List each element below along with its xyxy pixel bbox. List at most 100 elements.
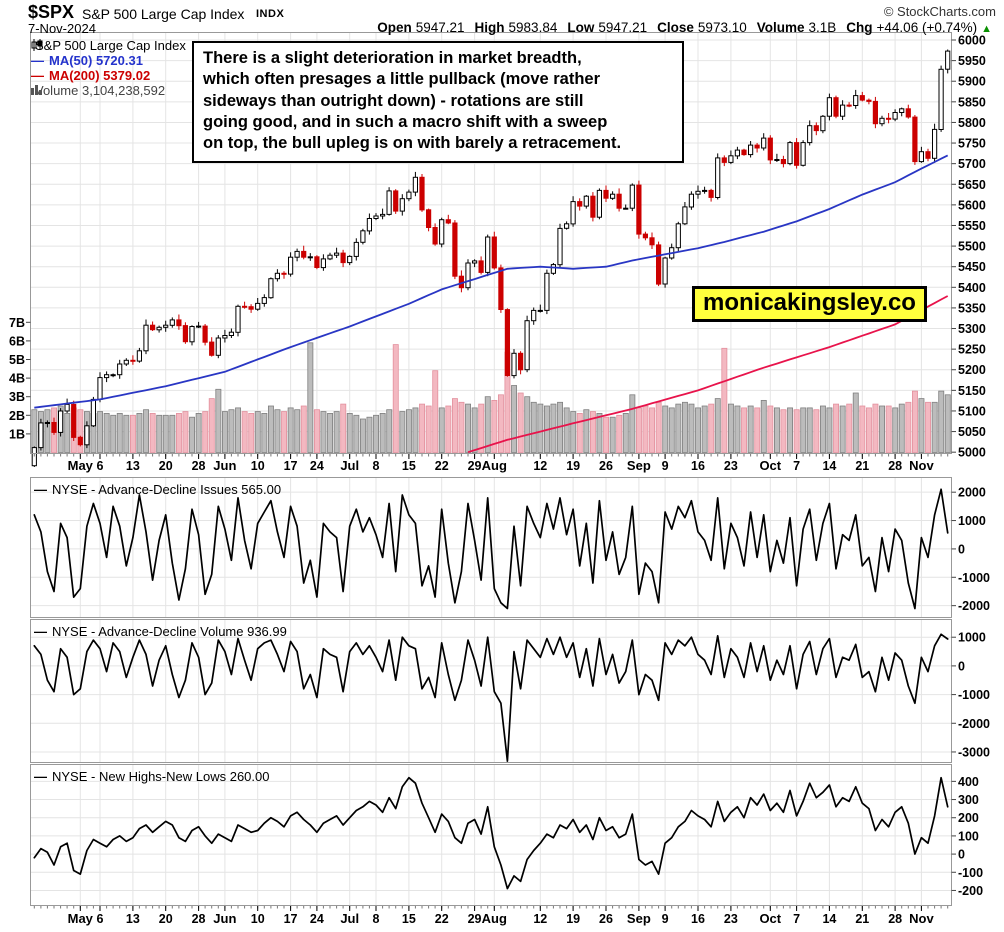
svg-text:-3000: -3000 [958,745,990,759]
quote-chg-label: Chg [846,20,873,35]
svg-text:2B: 2B [9,409,25,423]
svg-text:200: 200 [958,811,979,825]
legend-series: S&P 500 Large Cap Index [31,39,186,53]
svg-text:7: 7 [793,459,800,473]
svg-text:19: 19 [566,459,580,473]
svg-text:12: 12 [533,459,547,473]
svg-text:16: 16 [691,912,705,926]
indicator-line-panel-2 [33,633,949,762]
stockcharts-credit[interactable]: © StockCharts.com [883,4,996,19]
svg-text:23: 23 [724,912,738,926]
line-swatch-icon: — [34,624,47,639]
svg-text:29: 29 [468,912,482,926]
svg-text:21: 21 [855,912,869,926]
svg-text:6000: 6000 [958,34,986,48]
svg-text:Oct: Oct [759,458,781,473]
svg-text:5450: 5450 [958,260,986,274]
annotation-box: There is a slight deterioration in marke… [192,41,684,164]
watermark-badge: monicakingsley.co [692,286,927,322]
quote-close-value: 5973.10 [697,20,747,35]
svg-text:Nov: Nov [909,911,934,926]
svg-text:8: 8 [373,912,380,926]
svg-text:26: 26 [599,912,613,926]
axis-labels-group: 6000595059005850580057505700565056005550… [9,34,990,926]
quote-open-label: Open [377,20,412,35]
quote-open-value: 5947.21 [415,20,465,35]
svg-text:5600: 5600 [958,198,986,212]
svg-text:1000: 1000 [958,631,986,645]
quote-volume-value: 3.1B [808,20,837,35]
svg-text:9: 9 [662,459,669,473]
svg-text:6: 6 [97,912,104,926]
legend-volume-label: Volume 3,104,238,592 [35,83,166,98]
svg-text:14: 14 [822,912,836,926]
svg-text:17: 17 [284,912,298,926]
panel3-legend: — NYSE - New Highs-New Lows 260.00 [34,769,269,784]
svg-text:10: 10 [251,459,265,473]
svg-text:28: 28 [192,912,206,926]
svg-text:300: 300 [958,793,979,807]
svg-text:28: 28 [888,459,902,473]
svg-text:20: 20 [159,459,173,473]
quote-low-value: 5947.21 [598,20,648,35]
svg-text:Jun: Jun [213,458,236,473]
ticker-exchange: INDX [256,8,285,20]
svg-text:Oct: Oct [759,911,781,926]
volume-bars-group [31,342,951,453]
panel3-label: NYSE - New Highs-New Lows 260.00 [52,769,270,784]
svg-text:5050: 5050 [958,425,986,439]
panel1-legend: — NYSE - Advance-Decline Issues 565.00 [34,482,281,497]
svg-text:17: 17 [284,459,298,473]
svg-text:-1000: -1000 [958,688,990,702]
legend-series-label: S&P 500 Large Cap Index [35,38,186,53]
gridlines-group [31,33,951,905]
svg-text:28: 28 [888,912,902,926]
quote-chg-value: +44.06 (+0.74%) [876,20,978,35]
svg-text:-1000: -1000 [958,571,990,585]
ma50-line [34,154,949,409]
svg-text:3B: 3B [9,390,25,404]
svg-text:14: 14 [822,459,836,473]
svg-text:4B: 4B [9,372,25,386]
svg-text:15: 15 [402,459,416,473]
quote-volume-label: Volume [756,20,805,35]
svg-text:5550: 5550 [958,219,986,233]
svg-text:16: 16 [691,459,705,473]
svg-text:5400: 5400 [958,281,986,295]
up-arrow-icon: ▲ [981,23,992,35]
svg-text:22: 22 [435,912,449,926]
svg-text:5150: 5150 [958,384,986,398]
svg-text:20: 20 [159,912,173,926]
svg-text:5700: 5700 [958,157,986,171]
svg-text:May: May [68,458,94,473]
svg-text:5950: 5950 [958,54,986,68]
legend-ma50-label: MA(50) 5720.31 [49,53,143,68]
svg-text:400: 400 [958,775,979,789]
quote-low-label: Low [567,20,595,35]
legend-volume: Volume 3,104,238,592 [31,84,165,98]
quote-strip: Open 5947.21 High 5983.84 Low 5947.21 Close 597… [367,20,992,35]
svg-text:2000: 2000 [958,486,986,500]
svg-text:-2000: -2000 [958,599,990,613]
panel2-label: NYSE - Advance-Decline Volume 936.99 [52,624,287,639]
svg-text:22: 22 [435,459,449,473]
svg-text:-200: -200 [958,884,983,898]
svg-text:Sep: Sep [627,911,651,926]
legend-ma50: — MA(50) 5720.31 [31,54,143,68]
quote-date: 7-Nov-2024 [28,21,96,36]
svg-text:5100: 5100 [958,404,986,418]
svg-text:5900: 5900 [958,75,986,89]
svg-text:29: 29 [468,459,482,473]
indicator-line-panel-3 [33,776,949,890]
svg-text:5000: 5000 [958,446,986,460]
quote-close-label: Close [657,20,694,35]
svg-text:Sep: Sep [627,458,651,473]
svg-text:23: 23 [724,459,738,473]
svg-text:0: 0 [958,848,965,862]
svg-text:Jul: Jul [340,458,359,473]
line-swatch-icon: — [34,482,47,497]
svg-text:26: 26 [599,459,613,473]
svg-text:5250: 5250 [958,343,986,357]
svg-text:5750: 5750 [958,137,986,151]
